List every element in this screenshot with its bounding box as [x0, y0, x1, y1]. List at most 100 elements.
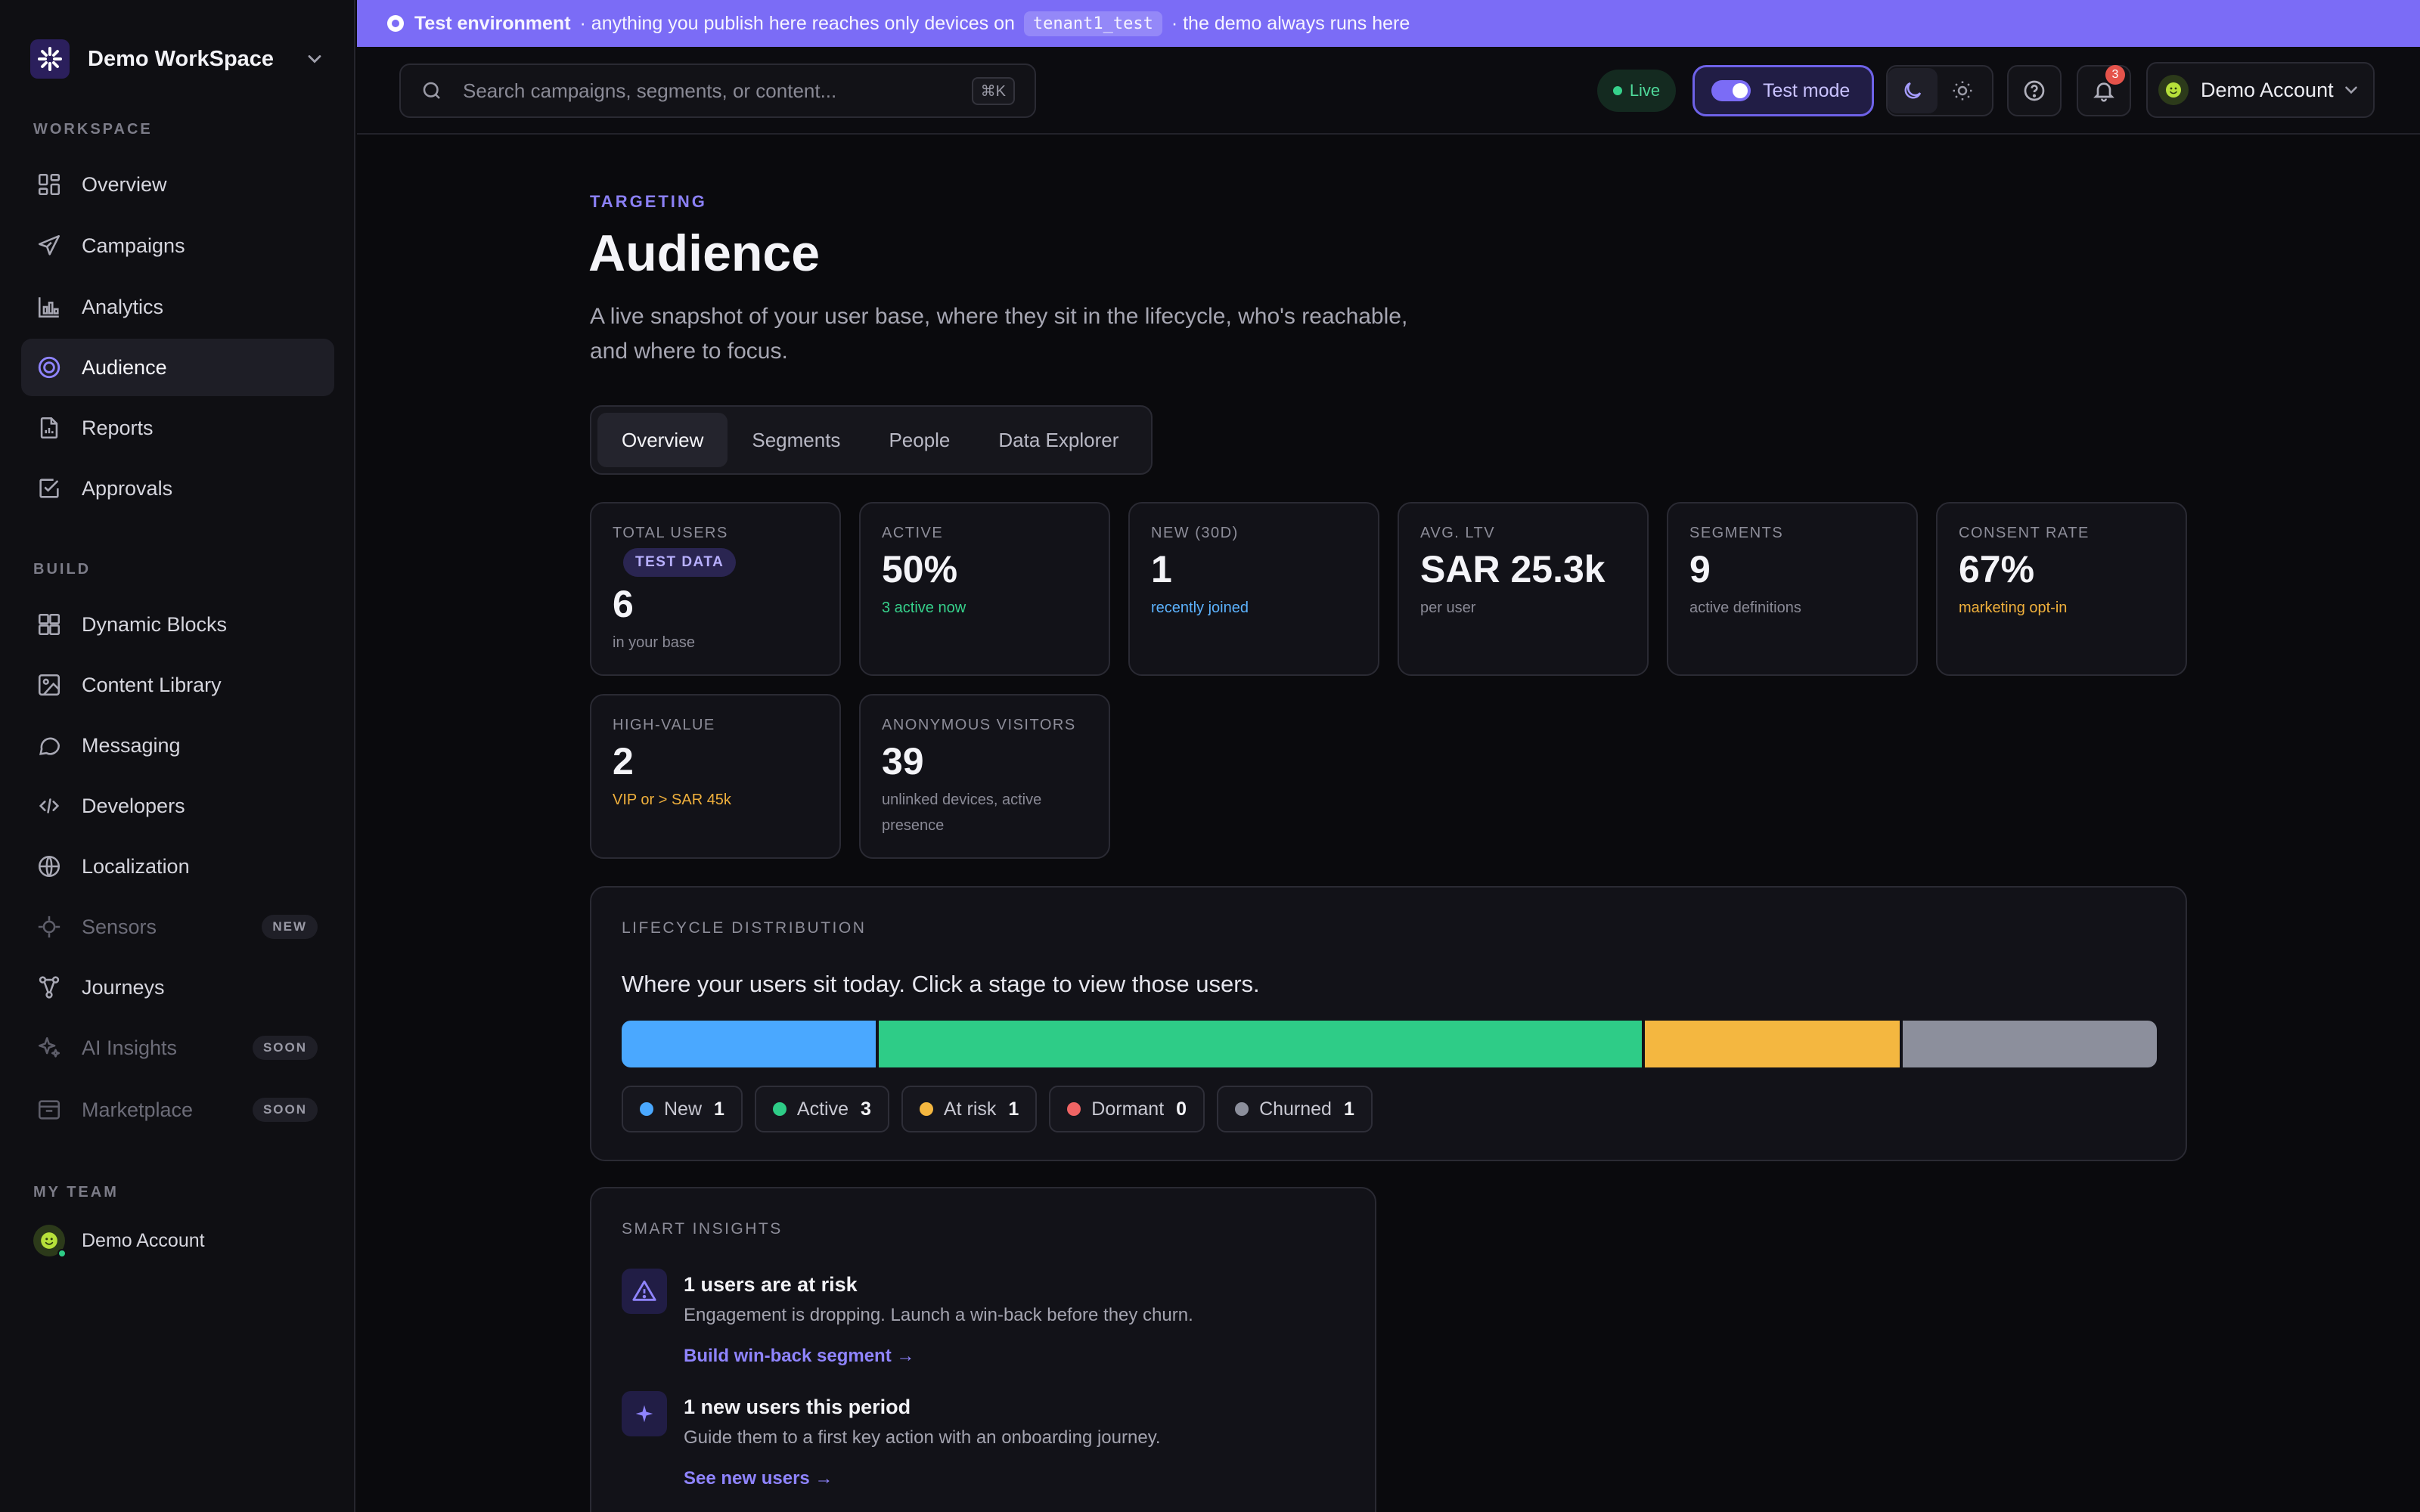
stat-sub: active definitions [1689, 600, 1801, 616]
sidebar-item-label: Sensors [82, 915, 157, 938]
insight-item: 1 users are at risk Engagement is droppi… [622, 1269, 1333, 1382]
bell-icon [2093, 82, 2114, 102]
stat-sub: 3 active now [882, 600, 966, 616]
avatar [2158, 75, 2189, 105]
sidebar-item-analytics[interactable]: Analytics [21, 278, 334, 336]
smart-insights-card: SMART INSIGHTS 1 users are at risk Engag… [590, 1187, 1376, 1512]
page-title: Audience [588, 225, 821, 282]
sidebar-item-journeys[interactable]: Journeys [21, 959, 334, 1016]
stage-label: Active [796, 1098, 849, 1120]
stat-label: NEW (30D) [1151, 525, 1239, 541]
sidebar-item-label: AI Insights [82, 1036, 178, 1059]
sidebar-item-localization[interactable]: Localization [21, 838, 334, 895]
dormant-dot-icon [1067, 1102, 1081, 1116]
account-menu-button[interactable]: Demo Account [2146, 62, 2375, 118]
team-member-name: Demo Account [82, 1229, 205, 1251]
stage-chip-new[interactable]: New 1 [622, 1086, 743, 1132]
stat-card-consent-rate[interactable]: CONSENT RATE 67% marketing opt-in [1936, 502, 2187, 676]
stage-chip-active[interactable]: Active 3 [754, 1086, 889, 1132]
sidebar-item-overview[interactable]: Overview [21, 156, 334, 213]
stat-label: ANONYMOUS VISITORS [882, 717, 1076, 733]
grid-icon [38, 173, 60, 196]
stage-label: New [664, 1098, 703, 1120]
sparkle-icon [622, 1391, 667, 1436]
stat-card-new-30d[interactable]: NEW (30D) 1 recently joined [1128, 502, 1379, 676]
sidebar-item-reports[interactable]: Reports [21, 399, 334, 457]
search-icon [423, 82, 440, 99]
new-dot-icon [640, 1102, 653, 1116]
sidebar-item-label: Messaging [82, 733, 181, 757]
sidebar-item-label: Audience [82, 355, 167, 379]
chat-icon [39, 737, 60, 755]
stat-label: SEGMENTS [1689, 525, 1784, 541]
section-build: BUILD [33, 561, 92, 578]
globe-icon [38, 855, 60, 878]
live-label: Live [1629, 81, 1661, 100]
lifecycle-distribution-card: LIFECYCLE DISTRIBUTION Where your users … [590, 886, 2187, 1161]
sidebar-item-marketplace[interactable]: Marketplace SOON [21, 1081, 334, 1139]
account-name: Demo Account [2201, 78, 2334, 101]
stat-card-anonymous-visitors[interactable]: ANONYMOUS VISITORS 39 unlinked devices, … [859, 694, 1110, 859]
sidebar-item-sensors[interactable]: Sensors NEW [21, 898, 334, 956]
sidebar-item-content-library[interactable]: Content Library [21, 656, 334, 714]
sidebar-item-label: Content Library [82, 673, 222, 696]
notifications-button[interactable]: 3 [2077, 65, 2131, 116]
dark-theme-button[interactable] [1888, 68, 1938, 113]
image-icon [38, 674, 60, 696]
tab-overview[interactable]: Overview [597, 413, 728, 467]
workspace-name: Demo WorkSpace [88, 46, 275, 71]
team-member-demo-account[interactable]: Demo Account [33, 1225, 205, 1258]
soon-badge: SOON [252, 1036, 318, 1060]
stage-label: Dormant [1091, 1098, 1165, 1120]
sidebar-item-campaigns[interactable]: Campaigns [21, 217, 334, 274]
stat-card-segments[interactable]: SEGMENTS 9 active definitions [1667, 502, 1918, 676]
lifecycle-description: Where your users sit today. Click a stag… [622, 971, 1260, 997]
section-workspace: WORKSPACE [33, 121, 153, 138]
lifecycle-segment-churned[interactable] [1902, 1021, 2157, 1067]
theme-switcher [1886, 65, 1993, 116]
lifecycle-segment-active[interactable] [879, 1021, 1646, 1067]
test-mode-toggle[interactable]: Test mode [1692, 65, 1874, 116]
lifecycle-segment-new[interactable] [622, 1021, 880, 1067]
sidebar-item-ai-insights[interactable]: AI Insights SOON [21, 1019, 334, 1077]
stat-card-avg-ltv[interactable]: AVG. LTV SAR 25.3k per user [1398, 502, 1649, 676]
insight-title: 1 new users this period [684, 1396, 911, 1418]
stat-label: HIGH-VALUE [613, 717, 715, 733]
stat-card-high-value[interactable]: HIGH-VALUE 2 VIP or > SAR 45k [590, 694, 841, 859]
stat-value: 67% [1959, 548, 2035, 590]
stage-count: 3 [861, 1098, 871, 1120]
churned-dot-icon [1235, 1102, 1249, 1116]
info-dot-icon [387, 15, 404, 32]
sidebar-item-messaging[interactable]: Messaging [21, 717, 334, 774]
build-win-back-segment-link[interactable]: Build win-back segment → [684, 1346, 915, 1366]
light-theme-button[interactable] [1938, 68, 1987, 113]
tab-segments[interactable]: Segments [752, 428, 841, 451]
insight-item: 1 new users this period Guide them to a … [622, 1391, 1333, 1504]
search-placeholder: Search campaigns, segments, or content..… [463, 79, 837, 102]
banner-text-after: · the demo always runs here [1171, 12, 1410, 34]
help-button[interactable] [2007, 65, 2062, 116]
stage-count: 1 [1008, 1098, 1019, 1120]
sidebar-item-label: Marketplace [82, 1098, 194, 1121]
workspace-switcher[interactable]: Demo WorkSpace [30, 35, 325, 83]
tab-data-explorer[interactable]: Data Explorer [998, 428, 1119, 451]
stat-sub: per user [1420, 600, 1476, 616]
see-new-users-link[interactable]: See new users → [684, 1468, 833, 1489]
stat-value: 50% [882, 548, 958, 590]
card-title: LIFECYCLE DISTRIBUTION [622, 919, 867, 937]
stat-card-total-users[interactable]: TOTAL USERS TEST DATA 6 in your base [590, 502, 841, 676]
sidebar-item-approvals[interactable]: Approvals [21, 460, 334, 517]
stat-label: AVG. LTV [1420, 525, 1496, 541]
lifecycle-segment-at-risk[interactable] [1645, 1021, 1903, 1067]
stage-chip-at-risk[interactable]: At risk 1 [901, 1086, 1038, 1132]
sidebar-item-audience[interactable]: Audience [21, 339, 334, 396]
stage-chip-churned[interactable]: Churned 1 [1217, 1086, 1373, 1132]
sidebar-item-developers[interactable]: Developers [21, 777, 334, 835]
tab-people[interactable]: People [889, 428, 951, 451]
sidebar-item-dynamic-blocks[interactable]: Dynamic Blocks [21, 596, 334, 653]
search-input[interactable]: Search campaigns, segments, or content..… [399, 64, 1036, 118]
sidebar-item-label: Developers [82, 794, 185, 817]
stage-chip-dormant[interactable]: Dormant 0 [1049, 1086, 1205, 1132]
stat-card-active[interactable]: ACTIVE 50% 3 active now [859, 502, 1110, 676]
